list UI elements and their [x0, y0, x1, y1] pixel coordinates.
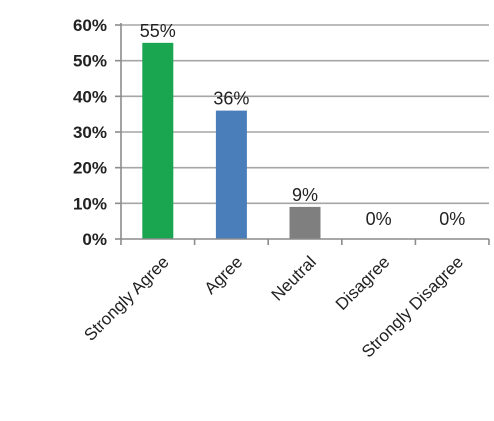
x-tick-label: Strongly Agree — [80, 252, 172, 344]
bar — [215, 110, 247, 239]
bar — [142, 42, 174, 240]
y-tick-label: 50% — [73, 52, 107, 71]
data-label: 0% — [366, 209, 392, 229]
axes — [115, 23, 490, 245]
y-tick-label: 60% — [73, 16, 107, 35]
data-label: 9% — [292, 185, 318, 205]
y-tick-label: 20% — [73, 159, 107, 178]
x-tick-label: Neutral — [268, 252, 320, 304]
data-label: 36% — [213, 89, 249, 109]
gridlines — [121, 24, 489, 205]
data-label: 0% — [439, 209, 465, 229]
bars — [142, 42, 321, 240]
bar — [289, 206, 321, 239]
x-tick-label: Agree — [201, 252, 247, 298]
y-tick-label: 10% — [73, 194, 107, 213]
labels: 0% 10% 20% 30% 40% 50% 60% 55% Strongly Agree 36%… — [73, 16, 467, 361]
y-tick-label: 30% — [73, 123, 107, 142]
y-tick-label: 40% — [73, 87, 107, 106]
y-tick-label: 0% — [82, 230, 107, 249]
data-label: 55% — [140, 21, 176, 41]
x-tick-label: Disagree — [332, 252, 394, 314]
